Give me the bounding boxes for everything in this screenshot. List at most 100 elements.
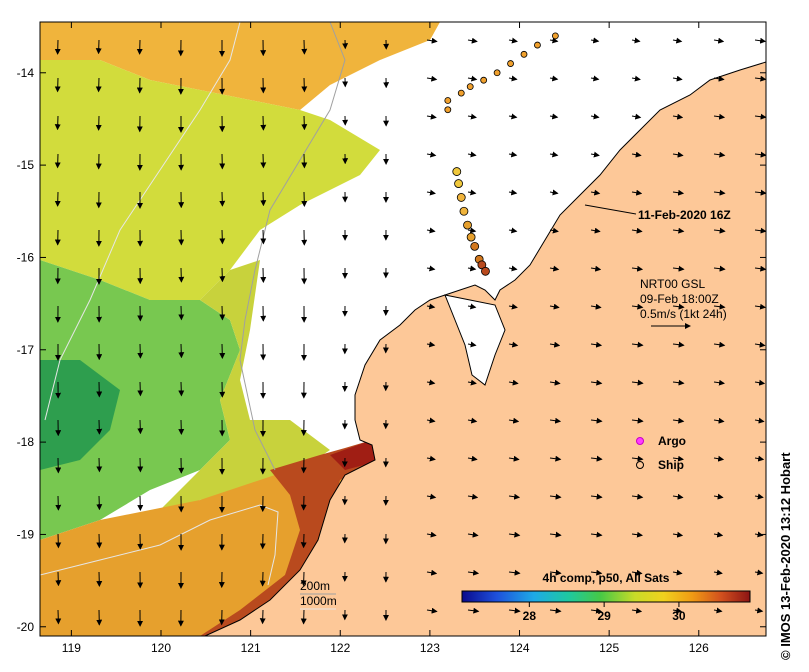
current-arrow — [631, 227, 643, 234]
current-arrow — [672, 417, 685, 424]
current-arrow — [467, 493, 479, 500]
lon-tick-label: 124 — [510, 641, 530, 655]
current-arrow — [672, 151, 684, 158]
lat-tick-label: -19 — [17, 527, 35, 541]
current-arrow — [590, 113, 600, 120]
current-arrow — [508, 75, 518, 82]
current-arrow — [467, 189, 477, 196]
current-arrow — [426, 569, 438, 576]
current-arrow — [672, 265, 685, 272]
ship-track — [444, 32, 559, 276]
current-arrow — [549, 569, 562, 576]
current-arrow — [508, 531, 521, 538]
current-arrow — [549, 303, 560, 310]
current-arrow — [426, 531, 437, 538]
current-arrow — [467, 303, 477, 310]
current-arrow — [631, 303, 644, 310]
copyright-icon: © — [778, 650, 793, 660]
current-arrow — [508, 113, 518, 120]
sst-yellow-band — [40, 60, 380, 300]
lon-tick-label: 119 — [62, 641, 81, 655]
current-arrow — [508, 493, 521, 500]
current-arrow — [508, 455, 520, 462]
current-arrow — [467, 113, 477, 120]
current-arrow — [754, 37, 767, 44]
current-arrow — [590, 569, 603, 576]
current-arrow — [590, 455, 603, 462]
current-arrow — [631, 37, 641, 44]
current-arrow — [549, 189, 559, 196]
current-arrow — [549, 75, 559, 82]
current-arrow — [713, 379, 726, 386]
sst-warm-spot — [330, 440, 375, 470]
isobath-200m-label: 200m — [300, 579, 330, 593]
current-arrow — [467, 531, 479, 538]
current-arrow — [672, 189, 685, 196]
current-arrow — [713, 455, 725, 462]
current-arrow — [549, 227, 559, 234]
lon-tick-label: 123 — [420, 641, 440, 655]
current-arrow — [549, 531, 562, 538]
current-arrow — [426, 341, 436, 348]
current-arrow — [631, 455, 644, 462]
ship-track-point — [457, 89, 465, 97]
credit-line: © IMOS 13-Feb-2020 13:12 Hobart — [778, 452, 793, 660]
ship-track-point — [456, 193, 466, 202]
current-arrow — [754, 265, 767, 272]
current-arrow — [672, 607, 683, 614]
ship-track-point — [481, 266, 490, 276]
argo-marker-icon — [636, 437, 644, 445]
ship-track-point — [551, 32, 559, 40]
current-arrow — [426, 37, 438, 44]
current-arrow — [713, 37, 725, 44]
ship-track-point — [480, 76, 488, 84]
current-arrow — [549, 417, 562, 424]
current-arrow — [754, 569, 764, 576]
current-arrow — [590, 75, 600, 82]
colorbar-title: 4h comp, p50, All Sats — [543, 571, 670, 585]
current-scale: 0.5m/s (1kt 24h) — [640, 307, 727, 321]
current-arrow — [672, 379, 685, 386]
current-arrow — [713, 607, 723, 614]
current-arrow — [426, 379, 436, 386]
current-arrow — [672, 303, 685, 310]
current-arrow — [754, 417, 765, 424]
current-arrow — [631, 531, 644, 538]
current-arrow — [754, 493, 764, 500]
current-arrow — [467, 341, 477, 348]
current-arrow — [631, 113, 642, 120]
colorbar-ticks: 28 29 30 — [523, 602, 686, 623]
ship-track-point — [459, 206, 469, 216]
current-arrow — [426, 303, 436, 310]
current-arrow — [590, 227, 601, 234]
current-arrow — [590, 379, 603, 386]
current-source: NRT00 GSL — [640, 277, 705, 291]
ship-track-point — [463, 220, 472, 230]
current-arrow — [713, 265, 726, 272]
current-arrow — [549, 151, 559, 158]
current-arrow — [754, 113, 767, 120]
lon-tick-label: 121 — [241, 641, 261, 655]
current-arrow — [549, 341, 561, 348]
current-arrow — [754, 151, 767, 158]
argo-legend-label: Argo — [658, 434, 686, 448]
current-arrow — [713, 227, 726, 234]
colorbar-tick-label: 29 — [597, 609, 611, 623]
latitude-axis: -14 -15 -16 -17 -18 -19 -20 — [17, 66, 766, 634]
current-arrow — [754, 189, 767, 196]
current-arrow — [508, 417, 520, 424]
current-arrow — [467, 417, 478, 424]
lon-tick-label: 120 — [151, 641, 171, 655]
current-arrow — [467, 151, 477, 158]
current-arrow — [426, 75, 438, 82]
current-arrow — [590, 417, 603, 424]
current-arrow — [467, 455, 478, 462]
current-arrow — [713, 75, 725, 82]
current-arrow — [590, 531, 603, 538]
current-arrow — [549, 37, 559, 44]
lat-tick-label: -20 — [17, 620, 35, 634]
current-arrow — [426, 417, 436, 424]
current-arrow — [672, 37, 683, 44]
current-arrow — [426, 607, 438, 614]
current-arrow — [672, 227, 685, 234]
